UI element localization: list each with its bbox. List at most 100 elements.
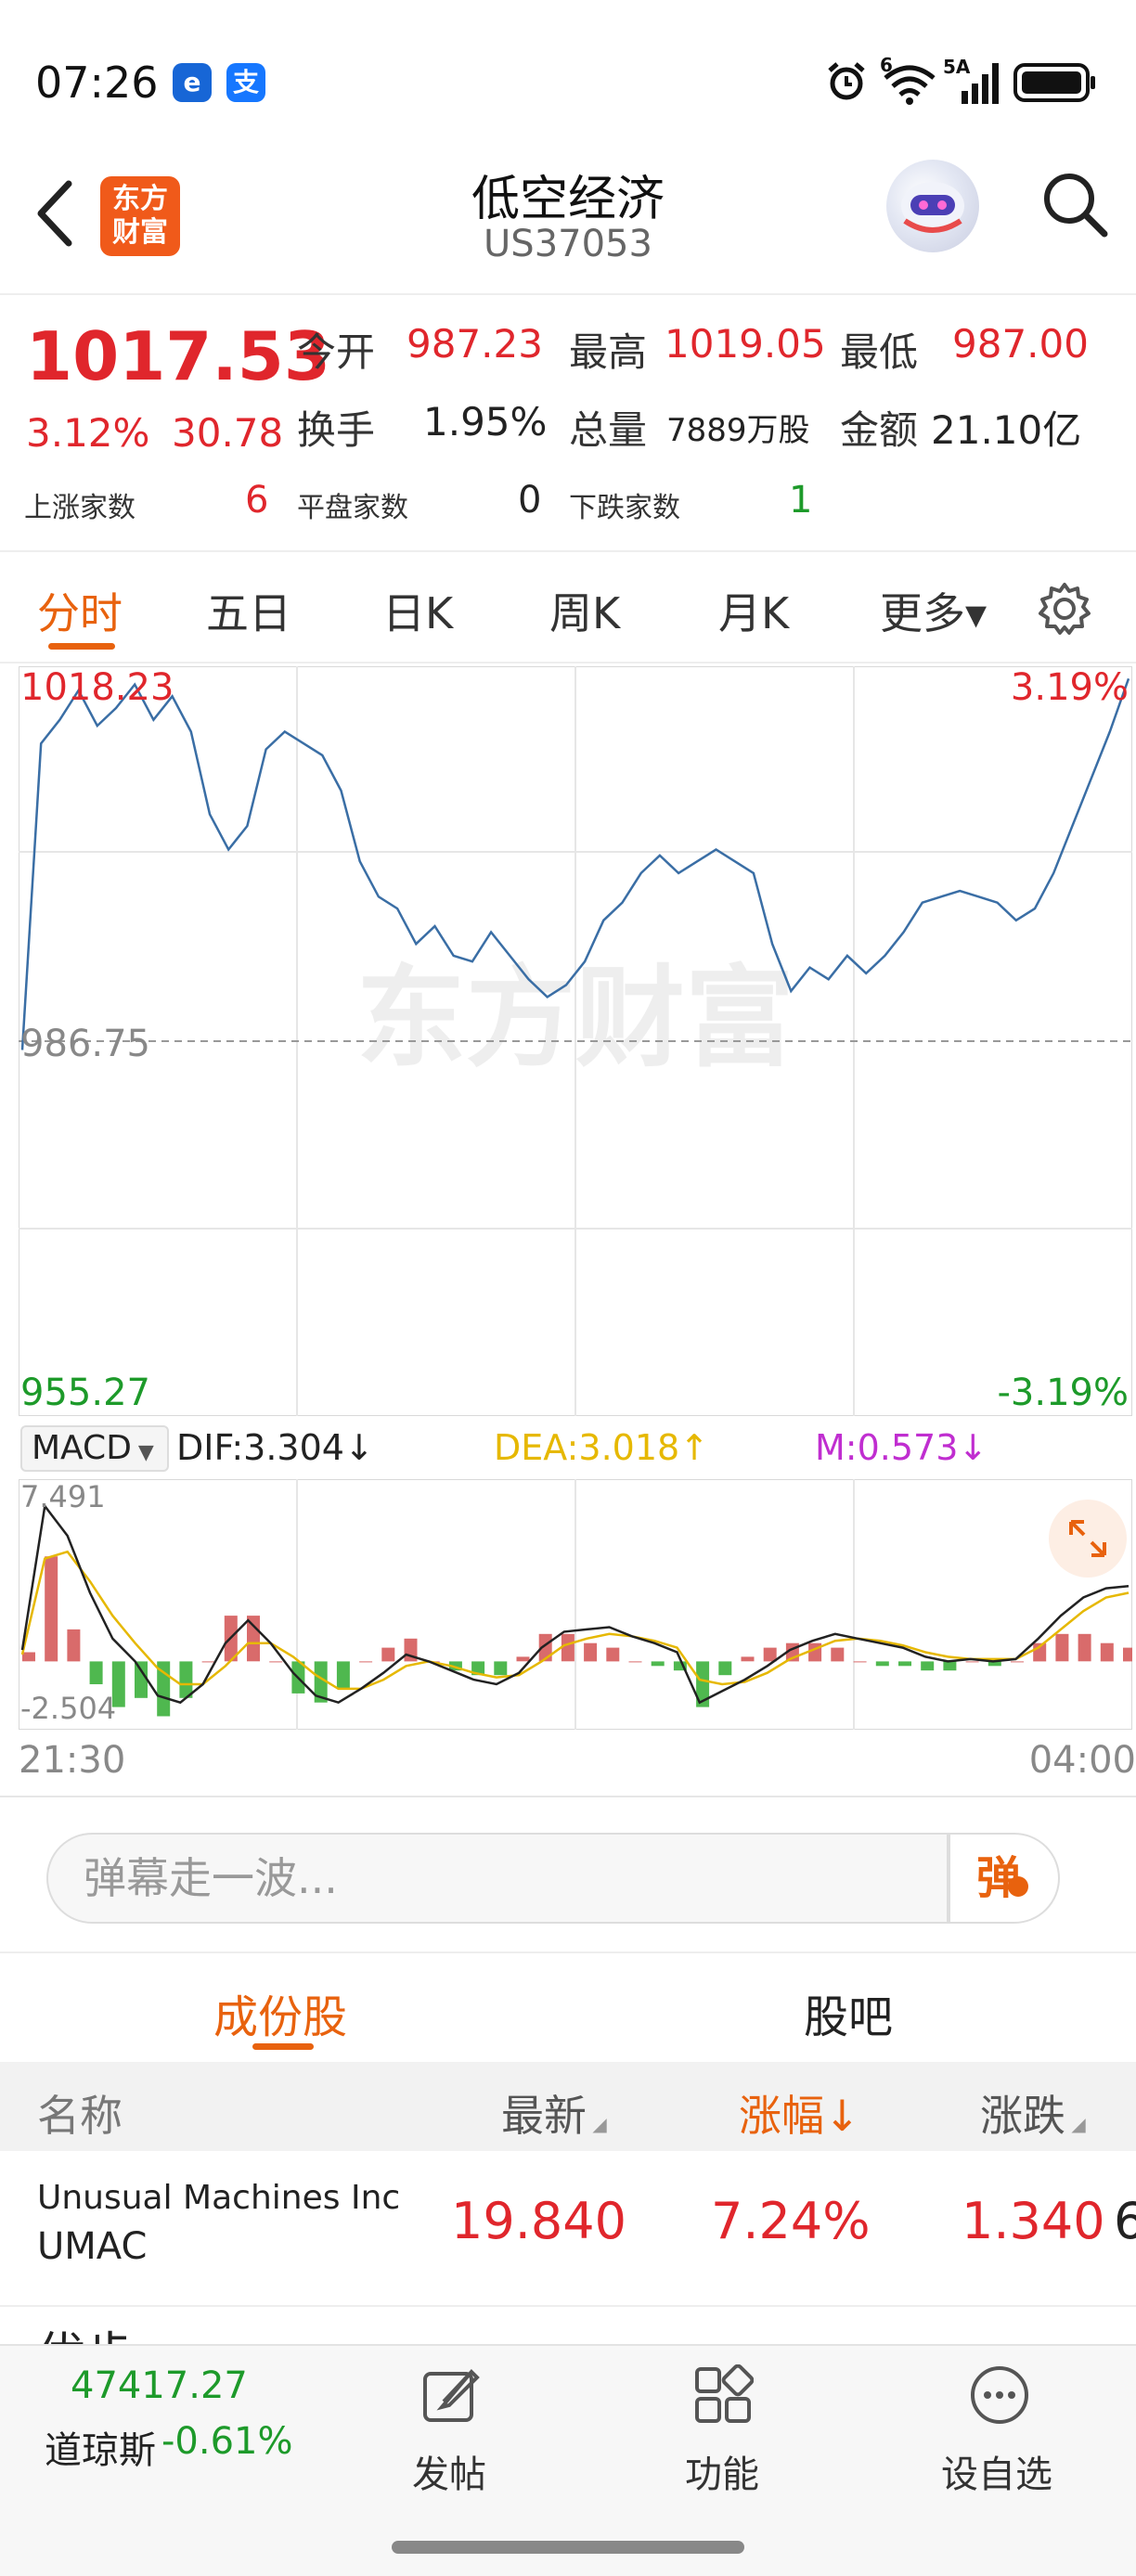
high-label: 最高 bbox=[569, 329, 648, 375]
price-axis-top: 1018.23 bbox=[20, 666, 174, 709]
stock-name: Unusual Machines Inc bbox=[37, 2179, 401, 2217]
signal-icon bbox=[962, 63, 999, 104]
stock-extra-column: 6 bbox=[1114, 2192, 1136, 2250]
grid-icon bbox=[695, 2364, 754, 2423]
up-count: 6 bbox=[245, 479, 269, 522]
pct-axis-top: 3.19% bbox=[1011, 666, 1129, 709]
subtab-active-indicator bbox=[252, 2043, 314, 2050]
macd-bar bbox=[763, 1647, 777, 1662]
macd-bar bbox=[673, 1661, 687, 1671]
macd-bar bbox=[494, 1661, 508, 1676]
intraday-price-chart[interactable]: 东方财富 1018.23 3.19% 986.75 955.27 -3.19% bbox=[19, 666, 1132, 1416]
table-header: 名称 最新 ◢ 涨幅↓ 涨跌 ◢ bbox=[0, 2062, 1136, 2151]
macd-bar bbox=[628, 1661, 642, 1663]
wifi-tag: 6 bbox=[880, 54, 893, 76]
pct-axis-bottom: -3.19% bbox=[997, 1372, 1129, 1414]
macd-bar bbox=[359, 1661, 373, 1663]
stock-code: UMAC bbox=[37, 2225, 148, 2268]
macd-bar bbox=[875, 1661, 889, 1667]
status-bar: 07:26 e 支 6 5A bbox=[0, 0, 1136, 139]
tab-constituents[interactable]: 成份股 bbox=[213, 1991, 348, 2043]
open-label: 今开 bbox=[297, 329, 376, 375]
macd-bar bbox=[22, 1652, 35, 1662]
macd-bar bbox=[831, 1647, 845, 1662]
col-header-pct[interactable]: 涨幅↓ bbox=[739, 2091, 860, 2141]
stock-latest: 19.840 bbox=[451, 2192, 626, 2250]
macd-bar bbox=[111, 1661, 125, 1707]
macd-bar bbox=[965, 1661, 979, 1663]
macd-indicator-bar: MACD ▼ DIF:3.304↓ DEA:3.018↑ M:0.573↓ bbox=[19, 1418, 1132, 1477]
add-watchlist-button[interactable]: 设自选 bbox=[934, 2364, 1064, 2513]
macd-bar bbox=[89, 1661, 103, 1684]
col-header-latest[interactable]: 最新 ◢ bbox=[501, 2091, 607, 2141]
macd-chart[interactable]: 7.491 -2.504 bbox=[19, 1479, 1132, 1730]
turnover-label: 换手 bbox=[297, 407, 376, 453]
macd-bar bbox=[1100, 1642, 1114, 1662]
macd-bar bbox=[696, 1661, 710, 1707]
macd-bar bbox=[471, 1661, 485, 1676]
add-watchlist-label: 设自选 bbox=[941, 2454, 1052, 2496]
macd-bar bbox=[269, 1661, 283, 1663]
macd-bar bbox=[201, 1661, 215, 1663]
battery-icon bbox=[1013, 63, 1095, 102]
macd-bar bbox=[538, 1633, 552, 1662]
macd-bar bbox=[247, 1616, 260, 1662]
tab-forum[interactable]: 股吧 bbox=[804, 1991, 894, 2043]
macd-bar bbox=[1078, 1633, 1091, 1662]
macd-dif-value: DIF:3.304↓ bbox=[176, 1427, 374, 1468]
post-button[interactable]: 发帖 bbox=[399, 2364, 501, 2513]
price-axis-mid: 986.75 bbox=[20, 1023, 150, 1065]
stock-name: 优步 bbox=[37, 2316, 134, 2344]
bottom-bar: 47417.27 道琼斯 -0.61% 发帖 功能 设自选 bbox=[0, 2344, 1136, 2576]
dif-series-line bbox=[20, 1502, 1130, 1705]
indicator-selector[interactable]: MACD ▼ bbox=[20, 1425, 169, 1472]
tab-daily-k[interactable]: 日K bbox=[382, 588, 454, 638]
table-row[interactable]: Unusual Machines Inc UMAC 19.840 7.24% 1… bbox=[0, 2151, 1136, 2307]
tab-five-day[interactable]: 五日 bbox=[206, 588, 291, 638]
macd-m-value: M:0.573↓ bbox=[815, 1427, 988, 1468]
compose-icon bbox=[423, 2369, 480, 2422]
macd-bar bbox=[179, 1661, 193, 1698]
functions-button[interactable]: 功能 bbox=[672, 2364, 774, 2513]
low-label: 最低 bbox=[840, 329, 919, 375]
expand-icon bbox=[1069, 1520, 1106, 1557]
assistant-avatar[interactable] bbox=[886, 160, 979, 252]
page-title: 低空经济 bbox=[471, 172, 665, 227]
danmaku-bar: 弹幕走一波... 弹 bbox=[0, 1796, 1136, 1953]
tab-monthly-k[interactable]: 月K bbox=[718, 588, 790, 638]
macd-bar bbox=[561, 1633, 574, 1662]
col-header-name: 名称 bbox=[37, 2091, 123, 2141]
low-value: 987.00 bbox=[952, 321, 1089, 367]
up-count-label: 上涨家数 bbox=[24, 492, 136, 524]
change-amount: 30.78 bbox=[172, 410, 284, 456]
turnover-value: 1.95% bbox=[423, 399, 548, 444]
tab-intraday[interactable]: 分时 bbox=[37, 588, 123, 638]
tab-more[interactable]: 更多▾ bbox=[880, 588, 988, 638]
flat-count-label: 平盘家数 bbox=[297, 492, 408, 524]
macd-bar bbox=[314, 1661, 328, 1703]
app-logo: 东方 财富 bbox=[100, 176, 180, 256]
robot-icon bbox=[901, 182, 964, 233]
high-value: 1019.05 bbox=[665, 321, 826, 367]
search-icon[interactable] bbox=[1038, 167, 1112, 241]
macd-bar bbox=[853, 1661, 867, 1663]
macd-bar bbox=[718, 1661, 732, 1676]
index-ticker[interactable]: 47417.27 道琼斯 -0.61% bbox=[0, 2346, 334, 2531]
home-indicator[interactable] bbox=[392, 2541, 744, 2554]
tab-weekly-k[interactable]: 周K bbox=[549, 588, 621, 638]
col-header-change[interactable]: 涨跌 ◢ bbox=[980, 2091, 1086, 2141]
danmaku-input[interactable]: 弹幕走一波... bbox=[46, 1833, 949, 1924]
table-row[interactable]: 优步 bbox=[0, 2307, 1136, 2344]
danmaku-send-button[interactable]: 弹 bbox=[949, 1833, 1060, 1924]
settings-gear-icon[interactable] bbox=[1036, 580, 1093, 638]
functions-label: 功能 bbox=[685, 2454, 759, 2496]
time-axis: 21:30 04:00 bbox=[19, 1735, 1136, 1791]
back-button[interactable] bbox=[28, 176, 84, 251]
volume-label: 总量 bbox=[569, 407, 648, 453]
price-series-line bbox=[20, 677, 1130, 1050]
status-time: 07:26 bbox=[35, 58, 159, 108]
expand-chart-button[interactable] bbox=[1049, 1500, 1127, 1578]
macd-bar bbox=[516, 1656, 530, 1662]
alipay-app-icon: 支 bbox=[226, 63, 265, 102]
macd-bar bbox=[1055, 1633, 1069, 1662]
